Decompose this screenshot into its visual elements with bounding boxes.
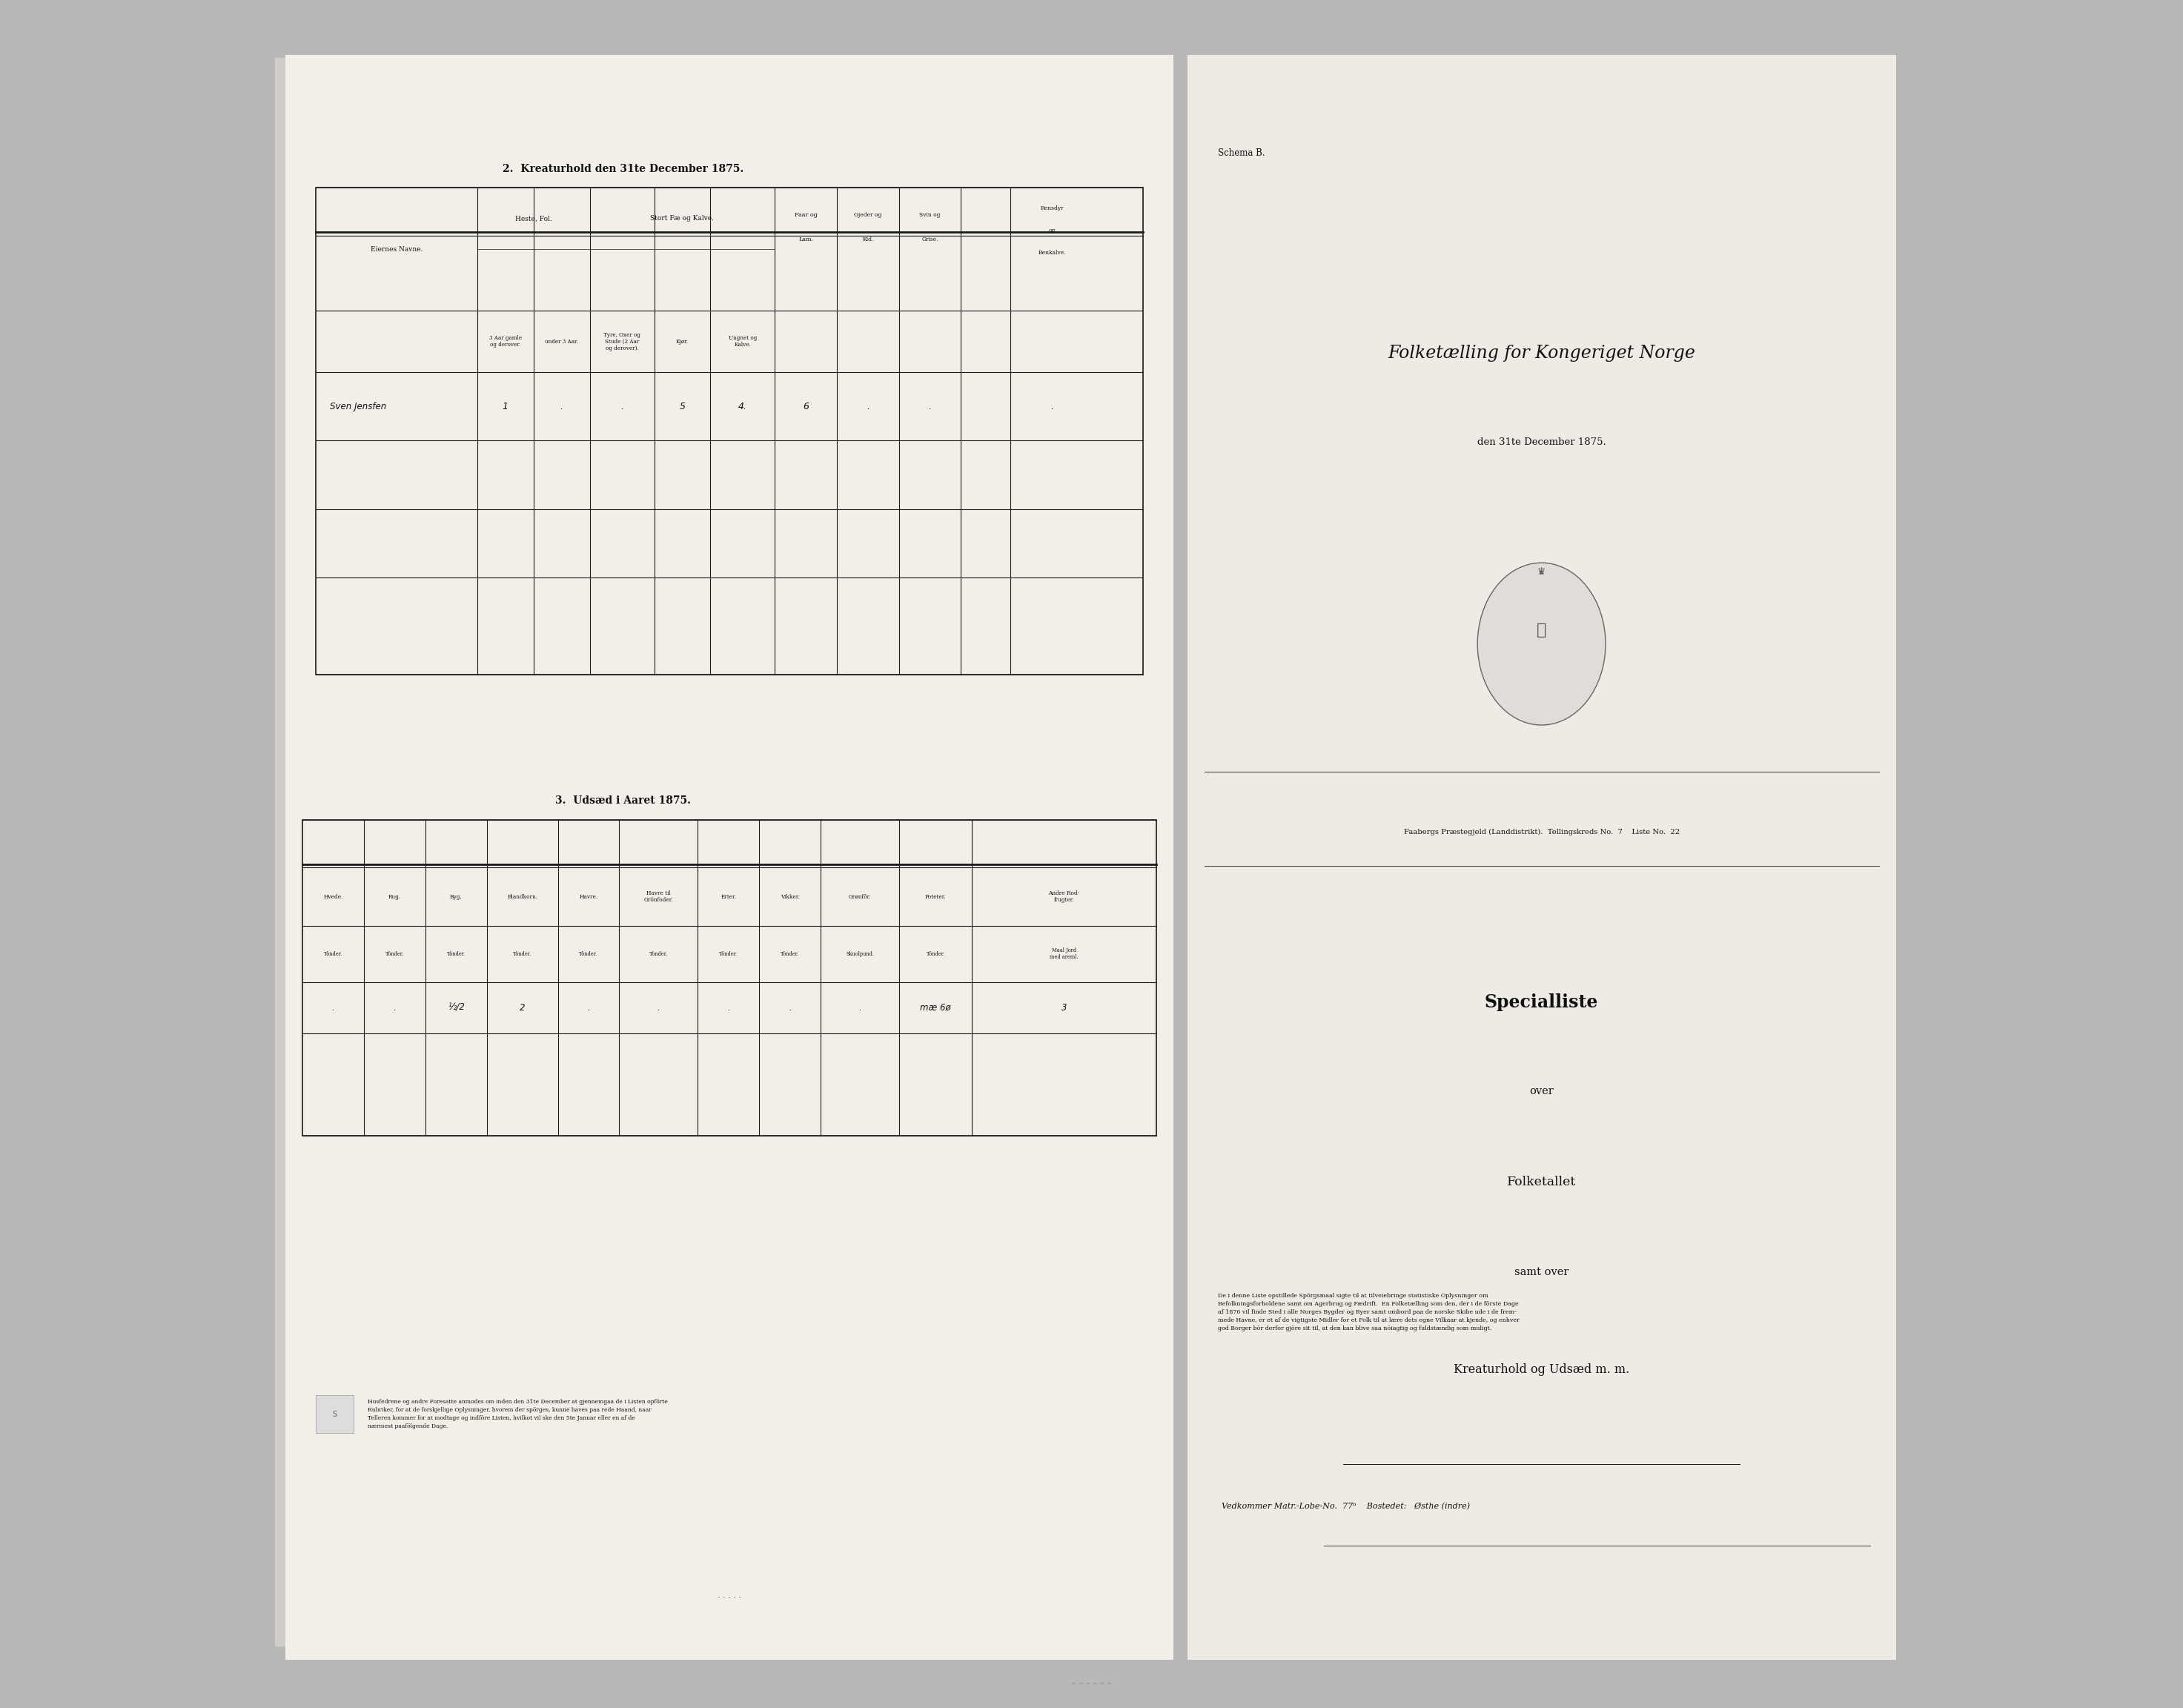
Text: Folketallet: Folketallet [1506, 1175, 1576, 1189]
Text: Schema B.: Schema B. [1218, 149, 1264, 159]
Bar [317, 188, 1142, 675]
Text: 4.: 4. [738, 401, 747, 412]
Bar [286, 55, 1174, 1660]
Text: Tyre, Oxer og
Stude (2 Aar
og derover).: Tyre, Oxer og Stude (2 Aar og derover). [603, 331, 640, 352]
Text: samt over: samt over [1515, 1267, 1570, 1278]
Text: .: . [1050, 401, 1052, 412]
Text: Husfedrene og andre Foresatte anmodes om inden den 31te December at gjennemgaa d: Husfedrene og andre Foresatte anmodes om… [367, 1399, 668, 1430]
Text: Hvede.: Hvede. [323, 893, 343, 900]
Text: ~ ~ ~ ~ ~ ~: ~ ~ ~ ~ ~ ~ [1072, 1681, 1111, 1688]
Text: ♛: ♛ [1537, 567, 1546, 577]
Text: Tönder.: Tönder. [718, 951, 738, 956]
Text: Tönder.: Tönder. [513, 951, 533, 956]
Text: 3 Aar gamle
og derover.: 3 Aar gamle og derover. [489, 335, 522, 348]
Text: .: . [393, 1003, 395, 1013]
Text: over: over [1530, 1086, 1554, 1097]
Text: Gjeder og: Gjeder og [854, 212, 882, 219]
Text: 6: 6 [803, 401, 810, 412]
Text: .: . [587, 1003, 589, 1013]
Text: 5: 5 [679, 401, 685, 412]
Text: 🛡: 🛡 [1537, 623, 1546, 637]
Text: Blandkorn.: Blandkorn. [506, 893, 537, 900]
Bar [317, 1395, 354, 1433]
Text: Skuolpund.: Skuolpund. [847, 951, 873, 956]
Text: under 3 Aar.: under 3 Aar. [546, 338, 578, 345]
Text: Tönder.: Tönder. [386, 951, 404, 956]
Text: Tönder.: Tönder. [448, 951, 465, 956]
Text: Lam.: Lam. [799, 236, 814, 243]
Text: .: . [657, 1003, 659, 1013]
Text: 3.  Udsæd i Aaret 1875.: 3. Udsæd i Aaret 1875. [554, 796, 690, 806]
Text: .: . [788, 1003, 792, 1013]
Text: Eiernes Navne.: Eiernes Navne. [371, 246, 424, 253]
Text: Specialliste: Specialliste [1484, 994, 1598, 1011]
Text: Havre til
Grönfoder.: Havre til Grönfoder. [644, 890, 672, 904]
Text: Havre.: Havre. [578, 893, 598, 900]
Text: .: . [867, 401, 869, 412]
Bar [275, 58, 1146, 1647]
Text: og: og [1048, 227, 1054, 234]
Text: Kreaturhold og Udsæd m. m.: Kreaturhold og Udsæd m. m. [1454, 1363, 1629, 1377]
Text: Vikker.: Vikker. [782, 893, 799, 900]
Text: Ungnet og
Kalve.: Ungnet og Kalve. [729, 335, 758, 348]
Text: Byg.: Byg. [450, 893, 463, 900]
Text: S: S [332, 1411, 336, 1418]
Text: Vedkommer Matr.-Lobe-No.  77ᵇ    Bostedet:   Østhe (indre): Vedkommer Matr.-Lobe-No. 77ᵇ Bostedet: Ø… [1220, 1503, 1469, 1510]
Text: Tönder.: Tönder. [648, 951, 668, 956]
Text: Maal Jord
med areml.: Maal Jord med areml. [1050, 948, 1078, 960]
Text: De i denne Liste opstillede Spörgsmaal sigte til at tilveiebringe statistiske Op: De i denne Liste opstillede Spörgsmaal s… [1218, 1293, 1519, 1332]
Text: Stort Fæ og Kalve.: Stort Fæ og Kalve. [651, 215, 714, 222]
Text: Tönder.: Tönder. [323, 951, 343, 956]
Text: Sven Jensfen: Sven Jensfen [330, 401, 386, 412]
Text: Kjør.: Kjør. [677, 338, 688, 345]
Text: Heste, Fol.: Heste, Fol. [515, 215, 552, 222]
Text: 1: 1 [502, 401, 509, 412]
Bar [1188, 55, 1895, 1660]
Text: 2.  Kreaturhold den 31te December 1875.: 2. Kreaturhold den 31te December 1875. [502, 164, 744, 174]
Text: .: . [561, 401, 563, 412]
Text: .: . [928, 401, 932, 412]
Text: Kid.: Kid. [862, 236, 873, 243]
Text: Rug.: Rug. [389, 893, 402, 900]
Text: Poteter.: Poteter. [926, 893, 947, 900]
Text: 3: 3 [1061, 1003, 1067, 1013]
Text: Faabergs Præstegjeld (Landdistrikt).  Tellingskreds No.  7    Liste No.  22: Faabergs Præstegjeld (Landdistrikt). Tel… [1404, 828, 1679, 835]
Text: Folketælling for Kongeriget Norge: Folketælling for Kongeriget Norge [1388, 345, 1696, 362]
Text: Renkalve.: Renkalve. [1037, 249, 1065, 256]
Text: 2: 2 [520, 1003, 526, 1013]
Text: den 31te December 1875.: den 31te December 1875. [1478, 437, 1607, 447]
Text: ½/2: ½/2 [448, 1003, 465, 1013]
Text: .: . [332, 1003, 334, 1013]
Text: Erter.: Erter. [720, 893, 736, 900]
Bar [303, 820, 1157, 1136]
Text: Faar og: Faar og [795, 212, 816, 219]
Text: .: . [620, 401, 624, 412]
Text: .: . [727, 1003, 729, 1013]
Text: Rensdyr: Rensdyr [1039, 205, 1063, 212]
Text: Tönder.: Tönder. [782, 951, 799, 956]
Text: mæ 6ø: mæ 6ø [921, 1003, 952, 1013]
Text: Grise.: Grise. [921, 236, 939, 243]
Text: Tönder.: Tönder. [578, 951, 598, 956]
Text: .: . [858, 1003, 862, 1013]
Ellipse shape [1478, 564, 1605, 724]
Text: Tönder.: Tönder. [926, 951, 945, 956]
Text: . . . . .: . . . . . [718, 1592, 742, 1599]
Text: Andre Rod-
frugter.: Andre Rod- frugter. [1048, 890, 1081, 904]
Text: Svin og: Svin og [919, 212, 941, 219]
Text: Grønfôr.: Grønfôr. [849, 893, 871, 900]
